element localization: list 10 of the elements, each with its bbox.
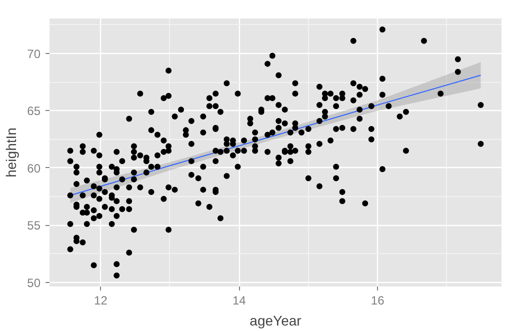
y-tick-label: 55 <box>27 218 41 233</box>
x-tick-label: 14 <box>232 294 246 308</box>
x-axis-title: ageYear <box>250 312 302 328</box>
y-tick-label: 50 <box>27 276 41 290</box>
y-tick-label: 70 <box>27 47 41 62</box>
x-tick-label: 12 <box>94 294 108 308</box>
y-tick-label: 60 <box>27 161 41 176</box>
y-tick-label: 65 <box>27 104 41 118</box>
x-tick-label: 16 <box>370 294 385 308</box>
y-axis-title: heightIn <box>3 128 20 178</box>
